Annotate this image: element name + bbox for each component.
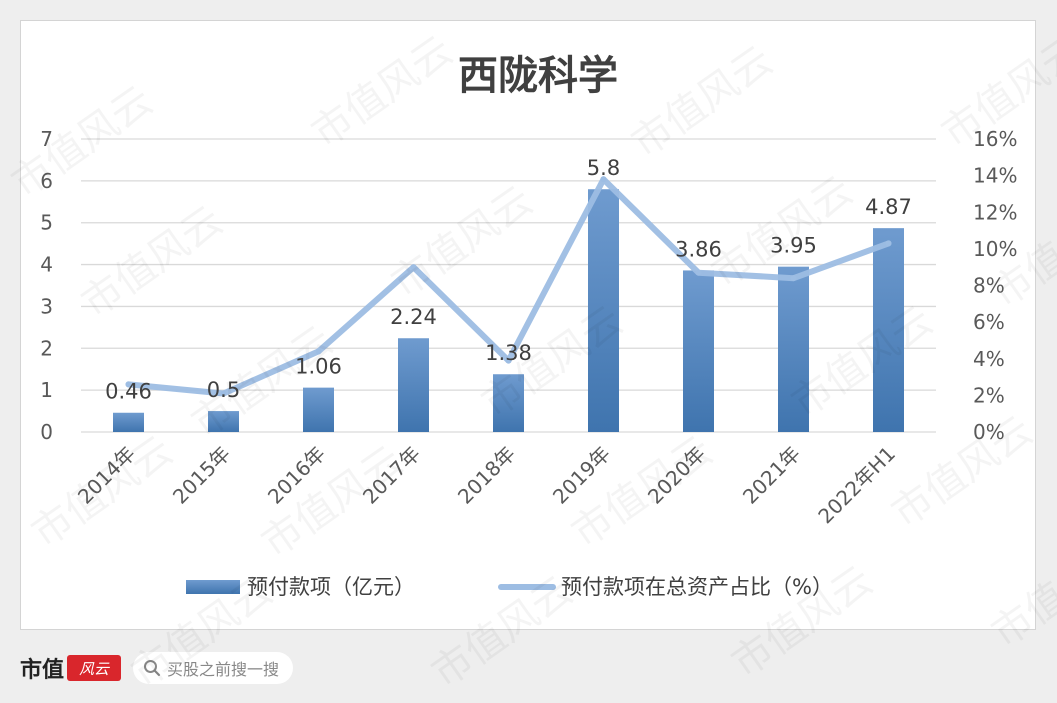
bar-data-label: 1.06 xyxy=(295,355,342,379)
bar-data-label: 5.8 xyxy=(587,156,620,180)
y-right-tick-label: 14% xyxy=(973,164,1017,188)
y-left-tick-label: 7 xyxy=(40,127,53,151)
chart: 0.46 0.5 1.06 2.24 1.38 5.8 3.86 3.95 4.87 0 1 2 3 4… xyxy=(40,53,1017,599)
y-left-tick-label: 2 xyxy=(40,336,53,360)
ratio-point xyxy=(410,264,417,271)
y-left-tick-label: 3 xyxy=(40,294,53,318)
y-right-tick-label: 12% xyxy=(973,200,1017,224)
y-right-tick-label: 2% xyxy=(973,383,1005,407)
y-left-tick-label: 4 xyxy=(40,253,53,277)
bar xyxy=(683,270,714,432)
y-right-tick-label: 8% xyxy=(973,274,1005,298)
x-tick-label: 2016年 xyxy=(263,442,330,509)
footer: 市值 风云 买股之前搜一搜 xyxy=(20,648,294,688)
bar-data-label: 3.86 xyxy=(675,237,722,261)
bar-data-label: 0.5 xyxy=(207,378,240,402)
brand-name: 市值 xyxy=(20,657,65,683)
search-box[interactable]: 买股之前搜一搜 xyxy=(133,652,294,684)
ratio-point xyxy=(125,381,132,388)
chart-card: 0.46 0.5 1.06 2.24 1.38 5.8 3.86 3.95 4.87 0 1 2 3 4… xyxy=(20,20,1036,630)
y-right-tick-label: 16% xyxy=(973,127,1017,151)
bar xyxy=(588,189,619,432)
x-tick-label: 2021年 xyxy=(738,442,805,509)
ratio-point xyxy=(315,348,322,355)
bar xyxy=(208,411,239,432)
ratio-point xyxy=(600,176,607,183)
ratio-point xyxy=(885,240,892,247)
bar xyxy=(778,266,809,432)
bar xyxy=(873,228,904,432)
y-left-tick-label: 1 xyxy=(40,378,53,402)
y-right-tick-label: 4% xyxy=(973,347,1005,371)
x-tick-label: 2014年 xyxy=(73,442,140,509)
ratio-point xyxy=(790,275,797,282)
legend-bar-label: 预付款项（亿元） xyxy=(247,575,415,599)
x-tick-label: 2015年 xyxy=(168,442,235,509)
y-left-tick-label: 0 xyxy=(40,420,53,444)
legend: 预付款项（亿元） 预付款项在总资产占比（%） xyxy=(186,575,833,599)
search-icon xyxy=(144,660,161,676)
x-tick-label: 2018年 xyxy=(453,442,520,509)
ratio-point xyxy=(505,357,512,364)
bar-data-label: 1.38 xyxy=(485,341,532,365)
legend-line-label: 预付款项在总资产占比（%） xyxy=(561,575,833,599)
ratio-point xyxy=(220,390,227,397)
y-left-tick-label: 5 xyxy=(40,211,53,235)
y-right-tick-label: 6% xyxy=(973,310,1005,334)
chart-title: 西陇科学 xyxy=(458,53,618,99)
bar xyxy=(493,374,524,432)
legend-bar-swatch xyxy=(186,580,240,594)
x-tick-label: 2022年H1 xyxy=(813,442,900,529)
bar-data-label: 4.87 xyxy=(865,195,912,219)
x-tick-label: 2020年 xyxy=(643,442,710,509)
search-placeholder: 买股之前搜一搜 xyxy=(167,660,280,679)
bar xyxy=(398,338,429,432)
x-tick-label: 2017年 xyxy=(358,442,425,509)
bar-data-label: 0.46 xyxy=(105,380,152,404)
x-tick-label: 2019年 xyxy=(548,442,615,509)
bar-data-label: 2.24 xyxy=(390,305,437,329)
bar xyxy=(303,387,334,432)
y-left-tick-label: 6 xyxy=(40,169,53,193)
ratio-point xyxy=(695,269,702,276)
brand-logo-mark: 风云 xyxy=(67,655,122,681)
bar-data-label: 3.95 xyxy=(770,234,817,258)
y-right-tick-label: 10% xyxy=(973,237,1017,261)
bar xyxy=(113,412,144,432)
y-right-tick-label: 0% xyxy=(973,420,1005,444)
